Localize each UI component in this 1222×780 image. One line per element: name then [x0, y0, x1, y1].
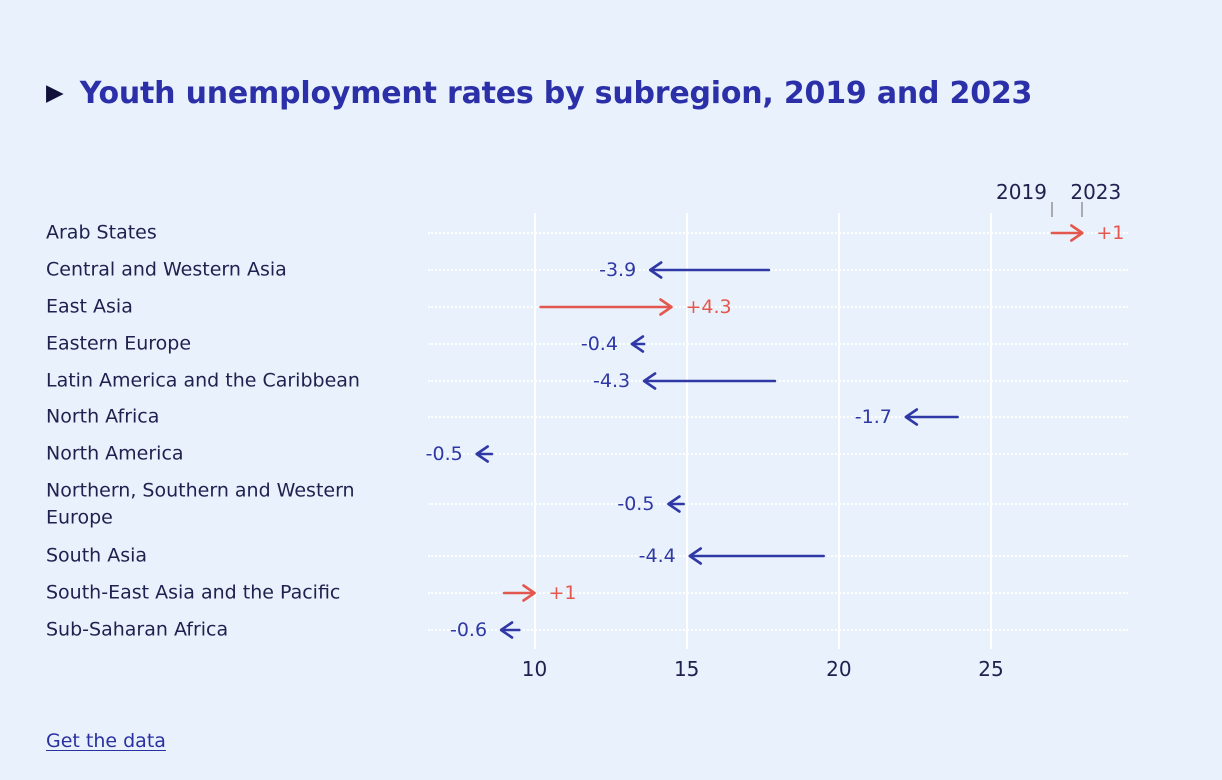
title-marker-icon: ▶ [46, 80, 64, 106]
row-label: Eastern Europe [46, 332, 192, 355]
row-label: South Asia [46, 544, 148, 567]
legend-2023-tick-icon [1081, 202, 1084, 217]
legend-2019-label: 2019 [996, 180, 1047, 204]
row-dotted-line [428, 269, 1128, 271]
row-dotted-line [428, 416, 1128, 418]
legend-2019-tick-icon [1050, 202, 1053, 217]
row-dotted-line [428, 380, 1128, 382]
change-value-label: +1 [1096, 222, 1125, 244]
gridline [533, 213, 536, 649]
change-value-label: -4.3 [593, 370, 631, 392]
change-value-label: -0.6 [449, 619, 488, 641]
change-value-label: +4.3 [685, 296, 732, 318]
row-label: Central and Western Asia [46, 258, 287, 281]
change-value-label: -4.4 [638, 545, 676, 567]
x-tick-label: 25 [978, 657, 1004, 681]
chart-title: Youth unemployment rates by subregion, 2… [79, 76, 1033, 111]
change-value-label: -0.4 [580, 333, 618, 355]
row-label: Sub-Saharan Africa [46, 618, 229, 641]
title-row: ▶ Youth unemployment rates by subregion,… [46, 76, 1032, 111]
row-label: Northern, Southern and Western Europe [46, 479, 355, 528]
gridline [837, 213, 840, 649]
row-dotted-line [428, 503, 1128, 505]
change-value-label: -3.9 [599, 259, 637, 281]
row-label: Arab States [46, 221, 157, 244]
row-label: North Africa [46, 405, 160, 428]
row-dotted-line [428, 592, 1128, 594]
row-dotted-line [428, 629, 1128, 631]
row-dotted-line [428, 453, 1128, 455]
x-tick-label: 20 [826, 657, 852, 681]
change-value-label: +1 [548, 582, 577, 604]
gridline [990, 213, 993, 649]
row-dotted-line [428, 306, 1128, 308]
legend-2023-label: 2023 [1070, 180, 1122, 204]
row-label: East Asia [46, 295, 133, 318]
change-value-label: -1.7 [854, 406, 892, 428]
row-label: North America [46, 442, 184, 465]
change-value-label: -0.5 [617, 493, 655, 515]
get-the-data-link[interactable]: Get the data [46, 730, 166, 752]
row-label: Latin America and the Caribbean [46, 369, 360, 392]
x-tick-label: 10 [521, 657, 548, 681]
row-label: South-East Asia and the Pacific [46, 581, 341, 604]
x-tick-label: 15 [673, 657, 700, 681]
row-dotted-line [428, 555, 1128, 557]
change-value-label: -0.5 [425, 443, 463, 465]
row-dotted-line [428, 232, 1128, 234]
gridline [685, 213, 688, 649]
row-dotted-line [428, 343, 1128, 345]
